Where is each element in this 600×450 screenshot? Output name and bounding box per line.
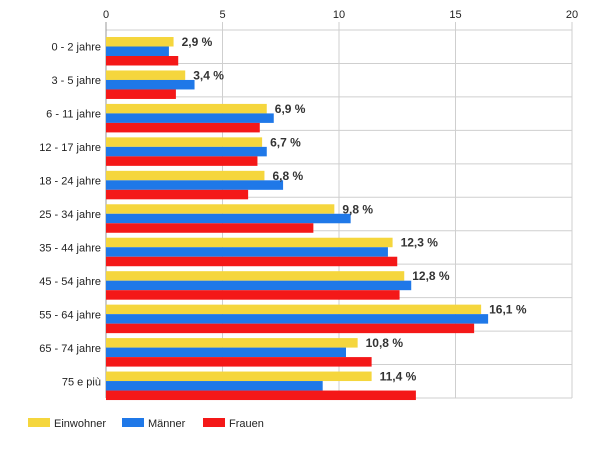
bar-frauen <box>106 56 179 66</box>
category-label: 18 - 24 jahre <box>39 176 101 188</box>
category-label: 35 - 44 jahre <box>39 242 101 254</box>
data-labels: 2,9 % 3,4 % 6,9 % 6,7 % 6,8 % 9,8 % 12,3 % 12,8… <box>182 35 527 384</box>
x-tick-label: 0 <box>103 9 109 21</box>
data-label: 9,8 % <box>342 202 373 216</box>
bar-frauen <box>106 223 314 233</box>
bar-frauen <box>106 122 260 133</box>
bar-einwohner <box>106 338 358 348</box>
bar-einwohner <box>106 304 482 315</box>
bar-m-nner <box>106 347 346 358</box>
bar-einwohner <box>106 170 265 181</box>
legend-label: Männer <box>148 418 186 430</box>
bar-frauen <box>106 89 176 99</box>
bar-frauen <box>106 323 475 334</box>
legend: Einwohner Männer Frauen <box>28 418 264 430</box>
bar-m-nner <box>106 146 267 157</box>
bar-m-nner <box>106 247 388 257</box>
category-label: 45 - 54 jahre <box>39 276 101 288</box>
x-tick-label: 5 <box>219 9 225 21</box>
category-label: 55 - 64 jahre <box>39 309 101 321</box>
data-label: 10,8 % <box>366 336 404 350</box>
category-label: 25 - 34 jahre <box>39 209 101 221</box>
data-label: 6,7 % <box>270 135 301 149</box>
data-label: 16,1 % <box>489 303 527 317</box>
category-label: 0 - 2 jahre <box>51 42 101 54</box>
legend-swatch <box>28 418 50 427</box>
bar-m-nner <box>106 79 195 90</box>
bar-einwohner <box>106 137 263 147</box>
bar-m-nner <box>106 113 274 123</box>
data-label: 3,4 % <box>193 68 224 82</box>
bar-m-nner <box>106 314 489 324</box>
data-label: 11,4 % <box>380 370 417 384</box>
x-tick-label: 20 <box>566 9 578 21</box>
bar-frauen <box>106 357 372 367</box>
bar-einwohner <box>106 271 405 281</box>
data-label: 12,3 % <box>401 236 439 250</box>
bar-frauen <box>106 390 416 401</box>
bar-m-nner <box>106 213 351 224</box>
x-tick-label: 10 <box>333 9 345 21</box>
bar-frauen <box>106 256 398 267</box>
bar-m-nner <box>106 280 412 291</box>
bar-m-nner <box>106 180 284 190</box>
category-label: 12 - 17 jahre <box>39 142 101 154</box>
category-label: 6 - 11 jahre <box>46 109 101 121</box>
bar-einwohner <box>106 103 267 114</box>
bar-m-nner <box>106 46 169 56</box>
bars <box>106 37 489 401</box>
legend-label: Frauen <box>229 418 264 430</box>
bar-einwohner <box>106 70 186 80</box>
x-axis-ticks: 0 5 10 15 20 <box>103 9 578 21</box>
data-label: 12,8 % <box>412 269 450 283</box>
category-labels: 0 - 2 jahre 3 - 5 jahre 6 - 11 jahre 12 - 1… <box>39 42 101 389</box>
legend-label: Einwohner <box>54 418 106 430</box>
bar-einwohner <box>106 37 174 47</box>
data-label: 6,8 % <box>272 169 303 183</box>
legend-swatch <box>122 418 144 427</box>
category-label: 75 e più <box>62 376 101 388</box>
bar-m-nner <box>106 381 323 391</box>
bar-einwohner <box>106 371 372 382</box>
category-label: 65 - 74 jahre <box>39 343 101 355</box>
x-tick-label: 15 <box>449 9 461 21</box>
category-label: 3 - 5 jahre <box>51 75 101 87</box>
data-label: 6,9 % <box>275 102 306 116</box>
data-label: 2,9 % <box>182 35 213 49</box>
bar-frauen <box>106 189 249 200</box>
bar-frauen <box>106 290 400 300</box>
bar-einwohner <box>106 237 393 248</box>
bar-frauen <box>106 156 258 166</box>
legend-swatch <box>203 418 225 427</box>
bar-einwohner <box>106 204 335 214</box>
